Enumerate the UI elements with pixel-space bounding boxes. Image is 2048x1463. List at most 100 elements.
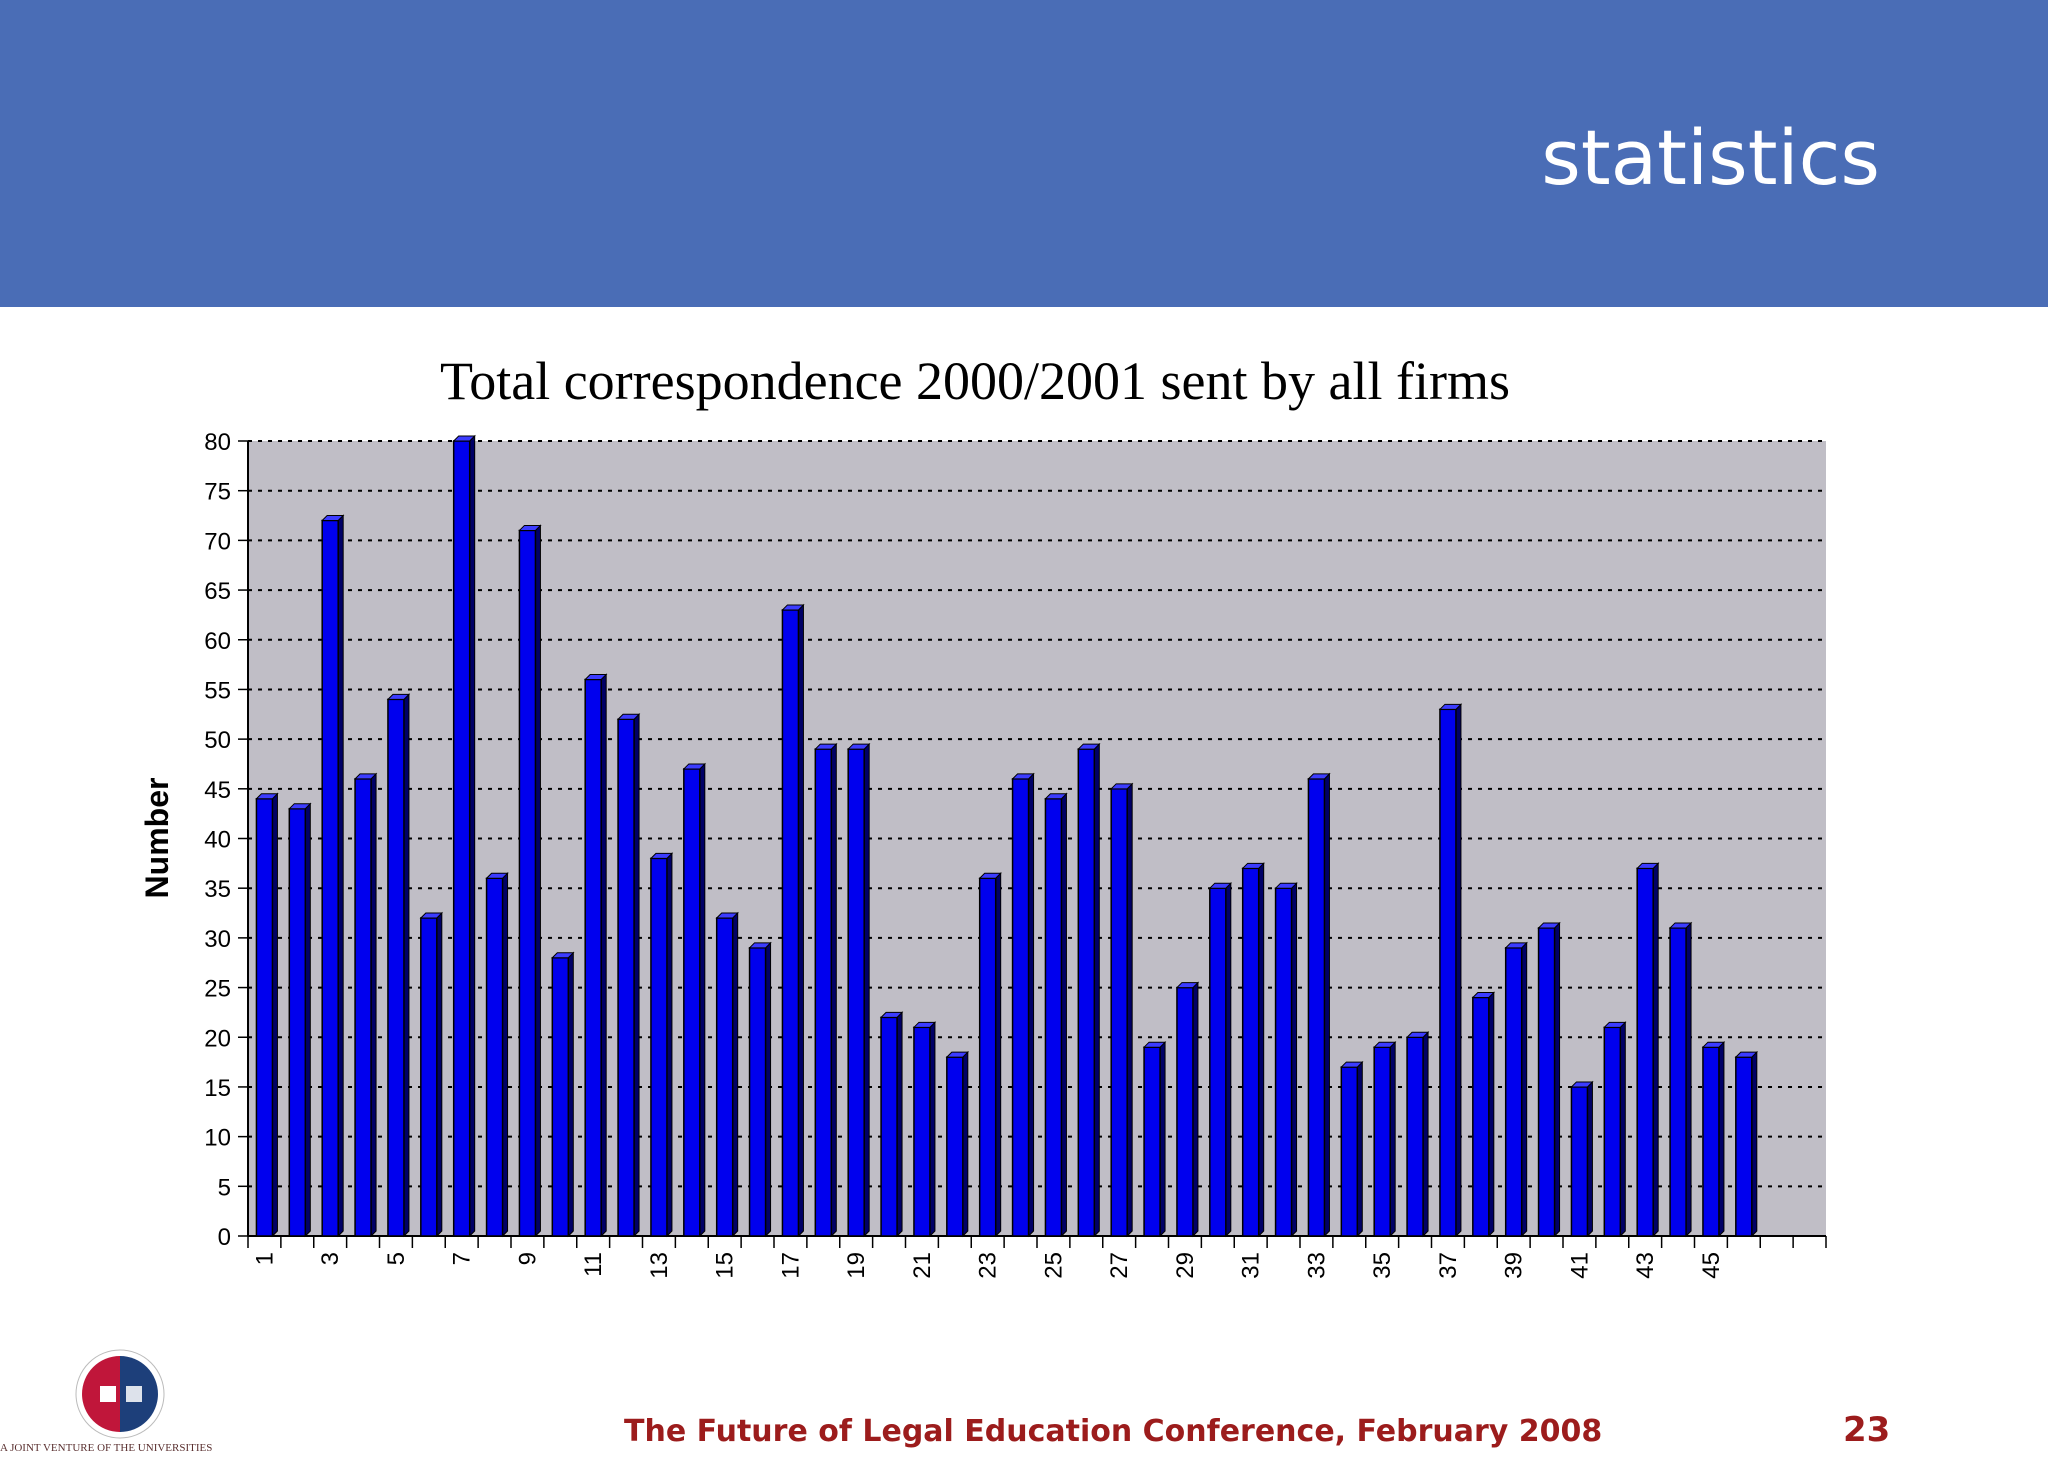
x-tick-label: 21 xyxy=(909,1252,936,1279)
bar-top xyxy=(814,743,838,750)
slide-title: statistics xyxy=(1541,113,1880,202)
bar-top xyxy=(255,793,279,800)
bar-top xyxy=(386,693,411,700)
bar-top xyxy=(353,773,378,780)
bar xyxy=(847,748,865,1237)
school-logo xyxy=(75,1349,165,1439)
x-tick-label: 9 xyxy=(514,1252,541,1265)
bar-top xyxy=(419,912,444,919)
bar-top xyxy=(452,435,476,442)
chart-title: Total correspondence 2000/2001 sent by a… xyxy=(440,351,1510,411)
x-tick-label: 15 xyxy=(712,1252,739,1279)
bar-top xyxy=(715,912,739,919)
x-tick-label: 3 xyxy=(317,1252,344,1265)
bar xyxy=(1307,778,1326,1237)
bar-top xyxy=(1142,1041,1167,1048)
bar-top xyxy=(846,743,871,750)
bar-top xyxy=(682,763,707,770)
bar-top xyxy=(1044,793,1068,800)
bar-top xyxy=(1438,703,1463,710)
bar xyxy=(1373,1046,1391,1237)
bar-top xyxy=(1504,942,1528,949)
x-tick-label: 11 xyxy=(580,1252,607,1277)
bar xyxy=(1636,867,1654,1237)
y-tick-label: 50 xyxy=(204,727,231,754)
bar-top xyxy=(978,872,1002,879)
bar xyxy=(255,798,274,1237)
x-tick-label: 25 xyxy=(1040,1252,1067,1279)
bar xyxy=(1702,1046,1720,1237)
bar xyxy=(1340,1066,1359,1237)
logo-caption: A JOINT VENTURE OF THE UNIVERSITIES xyxy=(0,1442,213,1454)
y-tick-label: 30 xyxy=(204,926,231,953)
y-tick-label: 65 xyxy=(204,578,231,605)
bar-top xyxy=(1537,922,1561,929)
x-tick-label: 35 xyxy=(1369,1252,1396,1279)
bar xyxy=(1274,887,1293,1237)
bar xyxy=(518,529,537,1237)
bar-top xyxy=(288,803,312,810)
bar-top xyxy=(1603,1021,1627,1028)
bar xyxy=(1735,1056,1753,1237)
x-tick-label: 23 xyxy=(975,1252,1002,1279)
bar xyxy=(946,1056,964,1237)
bar xyxy=(1143,1046,1161,1237)
bar xyxy=(715,917,734,1237)
x-tick-label: 45 xyxy=(1698,1252,1725,1279)
bar-top xyxy=(1734,1051,1759,1058)
bar-top xyxy=(551,952,575,959)
bar xyxy=(1669,927,1687,1237)
y-tick-label: 60 xyxy=(204,628,231,655)
bar xyxy=(1439,708,1457,1237)
bar xyxy=(913,1026,931,1237)
y-tick-label: 70 xyxy=(204,528,231,555)
bar xyxy=(1603,1026,1622,1237)
bar-top xyxy=(1372,1041,1397,1048)
bar-top xyxy=(945,1051,970,1058)
bar-top xyxy=(748,942,772,949)
bar xyxy=(420,917,438,1237)
y-tick-label: 5 xyxy=(218,1174,231,1201)
bar-top xyxy=(1274,882,1298,889)
bar xyxy=(1044,798,1063,1237)
x-tick-label: 39 xyxy=(1501,1252,1528,1279)
x-tick-label: 1 xyxy=(251,1252,278,1265)
bar xyxy=(485,877,504,1237)
page-number: 23 xyxy=(1843,1410,1891,1450)
bar-top xyxy=(1077,743,1101,750)
bar xyxy=(781,609,800,1237)
bar xyxy=(683,768,701,1237)
bar-top xyxy=(649,852,674,859)
bar-top xyxy=(1570,1081,1594,1088)
bar xyxy=(387,698,405,1237)
conference-footer: The Future of Legal Education Conference… xyxy=(624,1414,1603,1449)
y-tick-label: 15 xyxy=(204,1075,231,1102)
bar-top xyxy=(1340,1061,1364,1068)
bar xyxy=(584,678,602,1237)
x-tick-label: 27 xyxy=(1106,1252,1133,1279)
bar xyxy=(1241,867,1260,1237)
bar xyxy=(1406,1036,1424,1237)
bar xyxy=(452,440,471,1237)
x-tick-label: 19 xyxy=(843,1252,870,1279)
bar xyxy=(1110,788,1128,1237)
bar xyxy=(321,519,339,1237)
bar-top xyxy=(1307,773,1331,780)
bar-top xyxy=(1405,1031,1430,1038)
bar-top xyxy=(1011,773,1035,780)
bar-top xyxy=(1208,882,1233,889)
bar xyxy=(617,718,635,1237)
bar-top xyxy=(1109,783,1134,790)
y-tick-label: 10 xyxy=(204,1125,231,1152)
slide-header: statistics xyxy=(0,0,2048,307)
x-tick-label: 17 xyxy=(777,1252,804,1279)
bar xyxy=(551,957,570,1237)
bar-top xyxy=(616,713,641,720)
bar xyxy=(1209,887,1227,1237)
x-tick-label: 41 xyxy=(1566,1252,1593,1279)
y-tick-label: 40 xyxy=(204,827,231,854)
bar-top xyxy=(781,604,805,611)
bar xyxy=(880,1016,898,1237)
bar xyxy=(1077,748,1096,1237)
